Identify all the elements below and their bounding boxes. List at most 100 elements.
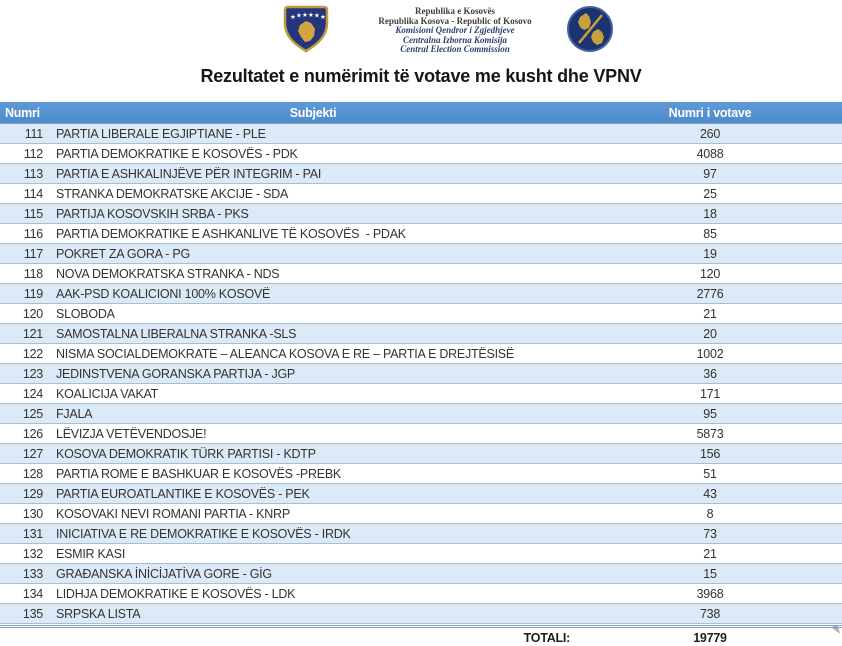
cell-numri: 116 [23,226,43,241]
cell-subjekti: SLOBODA [56,306,115,321]
table-row: 128 PARTIA ROME E BASHKUAR E KOSOVËS -PRE… [0,464,842,484]
org-name-line: Republika e Kosovës [414,6,495,16]
cell-numri: 131 [22,526,43,541]
table-row: 118 NOVA DEMOKRATSKA STRANKA - NDS 120 [0,264,842,284]
cell-votes: 156 [699,446,721,461]
org-name-line: Centralna Izborna Komisija [402,34,508,45]
table-row: 134 LIDHJA DEMOKRATIKE E KOSOVËS - LDK 396… [0,584,842,604]
cell-numri: 122 [22,346,43,361]
cell-votes: 4088 [696,146,724,161]
cell-votes: 20 [703,326,717,341]
cell-numri: 121 [22,326,43,341]
cell-votes: 73 [703,526,717,541]
cell-subjekti: INICIATIVA E RE DEMOKRATIKE E KOSOVËS - … [56,526,351,541]
cell-numri: 123 [22,366,43,381]
cell-subjekti: LËVIZJA VETËVENDOSJE! [56,426,207,441]
total-label: TOTALI: [523,631,571,645]
table-row: 132 ESMIR KASI 21 [0,544,842,564]
table-row: 133 GRAĐANSKA İNİCİJATİVA GORE - GİG 15 [0,564,842,584]
table-row: 112 PARTIA DEMOKRATIKE E KOSOVËS - PDK 408… [0,144,842,164]
cell-numri: 129 [22,486,43,501]
table-row: 135 SRPSKA LISTA 738 [0,604,842,624]
cell-subjekti: ESMIR KASI [56,546,126,561]
cell-subjekti: KOSOVAKI NEVI ROMANI PARTIA - KNRP [56,506,290,521]
cell-numri: 118 [23,266,43,281]
cell-numri: 128 [22,466,43,481]
cell-numri: 117 [23,246,43,261]
table-row: 131 INICIATIVA E RE DEMOKRATIKE E KOSOVËS… [0,524,842,544]
cell-subjekti: FJALA [56,406,93,421]
cell-subjekti: GRAĐANSKA İNİCİJATİVA GORE - GİG [56,566,272,581]
cell-numri: 132 [22,546,43,561]
cell-numri: 127 [22,446,43,461]
table-header-row: Numri Subjekti Numri i votave [0,102,842,124]
cell-numri: 120 [22,306,43,321]
org-name-line: Republika Kosova - Republic of Kosovo [378,15,532,26]
cell-subjekti: NISMA SOCIALDEMOKRATE – ALEANCA KOSOVA E… [56,346,514,361]
cell-numri: 119 [23,286,43,301]
cell-subjekti: PARTIA E ASHKALINJËVE PËR INTEGRIM - PAI [56,166,322,181]
total-value: 19779 [693,631,727,645]
svg-text:★: ★ [290,13,296,21]
cell-numri: 114 [23,186,43,201]
cell-subjekti: KOALICIJA VAKAT [56,386,159,401]
cell-votes: 95 [703,406,717,421]
document-header: ★ ★ ★ ★ ★ ★ Republika e Kosovës Republik… [0,0,842,58]
table-row: 123 JEDINSTVENA GORANSKA PARTIJA - JGP 36 [0,364,842,384]
table-row: 119 AAK-PSD KOALICIONI 100% KOSOVË 2776 [0,284,842,304]
cell-subjekti: AAK-PSD KOALICIONI 100% KOSOVË [56,286,271,301]
cell-votes: 43 [703,486,717,501]
cell-votes: 2776 [696,286,724,301]
cell-votes: 171 [699,386,721,401]
svg-text:★: ★ [302,11,308,19]
org-name-line: Central Election Commission [400,44,510,55]
cell-numri: 126 [22,426,43,441]
cell-numri: 130 [22,506,43,521]
cell-votes: 1002 [696,346,724,361]
kosovo-coat-of-arms-icon: ★ ★ ★ ★ ★ ★ [280,3,332,58]
cell-votes: 21 [703,306,717,321]
institution-name-block: Republika e Kosovës Republika Kosova - R… [378,6,532,55]
cell-votes: 260 [699,126,721,141]
svg-text:★: ★ [320,13,326,21]
cell-votes: 8 [706,506,714,521]
table-row: 124 KOALICIJA VAKAT 171 [0,384,842,404]
cell-subjekti: PARTIA ROME E BASHKUAR E KOSOVËS -PREBK [56,466,342,481]
cell-subjekti: PARTIA DEMOKRATIKE E ASHKANLIVE TË KOSOV… [56,226,406,241]
svg-text:★: ★ [314,12,320,20]
cell-numri: 111 [24,126,44,141]
cell-votes: 3968 [696,586,724,601]
table-row: 125 FJALA 95 [0,404,842,424]
table-row: 113 PARTIA E ASHKALINJËVE PËR INTEGRIM - … [0,164,842,184]
cell-numri: 115 [23,206,43,221]
svg-text:★: ★ [308,11,314,19]
cell-votes: 738 [699,606,721,621]
cell-votes: 19 [703,246,717,261]
cell-numri: 134 [22,586,43,601]
svg-text:★: ★ [296,12,302,20]
cell-votes: 85 [703,226,717,241]
table-body: 111 PARTIA LIBERALE EGJIPTIANE - PLE 260 11… [0,124,842,624]
cell-votes: 21 [703,546,717,561]
cell-subjekti: PARTIJA KOSOVSKIH SRBA - PKS [56,206,249,221]
table-row: 117 POKRET ZA GORA - PG 19 [0,244,842,264]
cell-numri: 124 [22,386,43,401]
column-header-numri: Numri [5,105,40,120]
cell-votes: 97 [703,166,717,181]
table-row: 115 PARTIJA KOSOVSKIH SRBA - PKS 18 [0,204,842,224]
cell-votes: 18 [703,206,717,221]
table-row: 122 NISMA SOCIALDEMOKRATE – ALEANCA KOSOV… [0,344,842,364]
page-title: Rezultatet e numërimit të votave me kush… [200,66,642,86]
cell-subjekti: PARTIA LIBERALE EGJIPTIANE - PLE [56,126,266,141]
cell-subjekti: LIDHJA DEMOKRATIKE E KOSOVËS - LDK [56,586,296,601]
cell-subjekti: SRPSKA LISTA [56,606,141,621]
cell-subjekti: SAMOSTALNA LIBERALNA STRANKA -SLS [56,326,297,341]
cell-votes: 15 [703,566,717,581]
cell-subjekti: KOSOVA DEMOKRATIK TÜRK PARTISI - KDTP [56,446,316,461]
column-header-votes: Numri i votave [668,105,752,120]
cell-numri: 135 [22,606,43,621]
cell-subjekti: PARTIA DEMOKRATIKE E KOSOVËS - PDK [56,146,298,161]
cell-numri: 113 [23,166,43,181]
cell-votes: 36 [703,366,717,381]
cell-subjekti: NOVA DEMOKRATSKA STRANKA - NDS [56,266,280,281]
